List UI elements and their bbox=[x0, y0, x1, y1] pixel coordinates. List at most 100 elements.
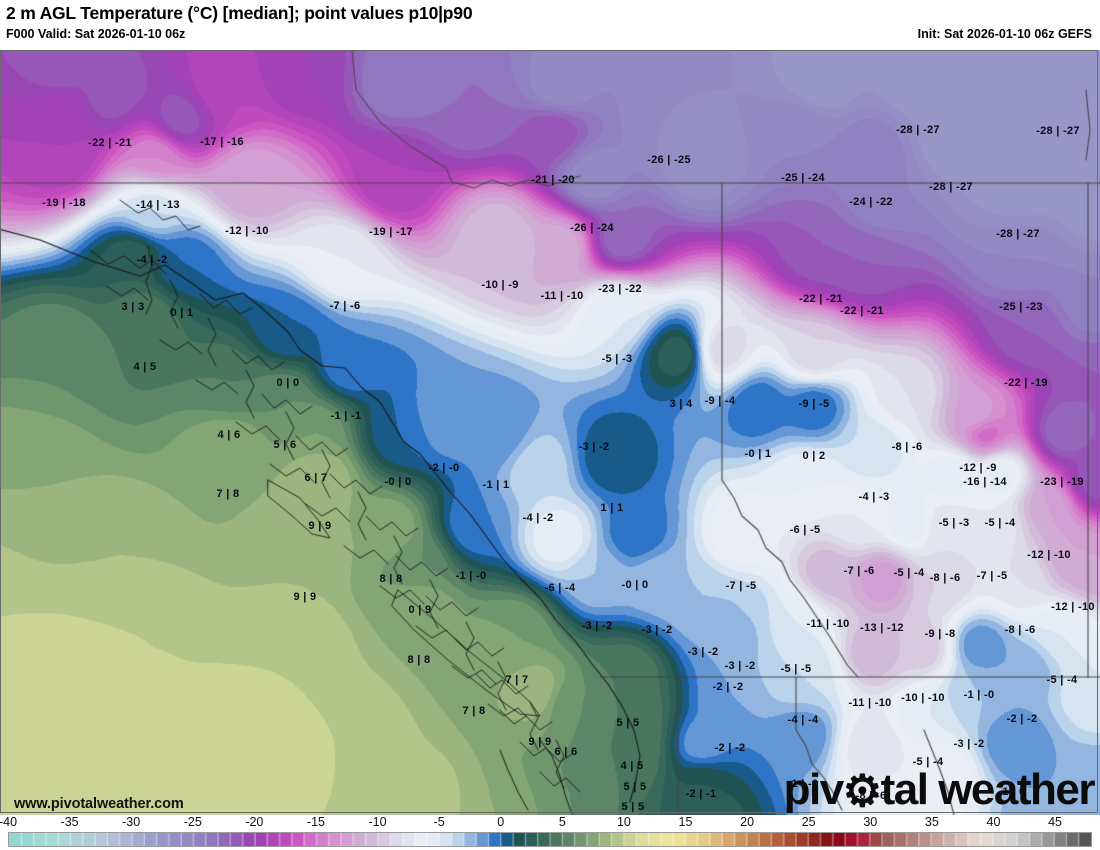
colorbar-tick: -5 bbox=[433, 815, 445, 829]
page-title: 2 m AGL Temperature (°C) [median]; point… bbox=[6, 3, 473, 23]
point-value-label: -9 | -8 bbox=[924, 628, 956, 640]
point-value-label: -6 | -5 bbox=[789, 524, 821, 536]
colorbar-tick: 20 bbox=[740, 815, 755, 829]
point-value-label: 3 | 4 bbox=[669, 398, 693, 410]
point-value-label: -5 | -3 bbox=[938, 517, 970, 529]
point-value-label: 8 | 8 bbox=[379, 573, 403, 585]
point-value-label: -24 | -22 bbox=[849, 196, 893, 208]
colorbar-tick: 15 bbox=[678, 815, 693, 829]
point-value-label: -9 | -4 bbox=[704, 395, 736, 407]
point-value-label: -6 | -4 bbox=[544, 582, 576, 594]
point-value-label: 0 | 9 bbox=[408, 604, 432, 616]
temperature-field-canvas[interactable] bbox=[0, 50, 1100, 815]
pivotal-weather-logo: piv⚙tal weather bbox=[784, 765, 1096, 816]
colorbar-tick: 25 bbox=[801, 815, 816, 829]
point-value-label: -10 | -9 bbox=[481, 279, 519, 291]
point-value-label: -25 | -24 bbox=[781, 172, 825, 184]
point-value-label: -28 | -27 bbox=[896, 124, 940, 136]
point-value-label: -17 | -16 bbox=[200, 136, 244, 148]
point-value-label: -3 | -2 bbox=[687, 646, 719, 658]
point-value-label: 9 | 9 bbox=[528, 736, 552, 748]
valid-time-label: F000 Valid: Sat 2026-01-10 06z bbox=[6, 27, 186, 41]
point-value-label: -9 | -5 bbox=[798, 398, 830, 410]
point-value-label: 0 | 1 bbox=[170, 307, 194, 319]
point-value-label: -4 | -2 bbox=[136, 254, 168, 266]
point-value-label: 5 | 5 bbox=[621, 801, 645, 813]
point-value-label: -3 | -2 bbox=[953, 738, 985, 750]
point-value-label: -21 | -20 bbox=[531, 174, 575, 186]
point-value-label: -26 | -25 bbox=[647, 154, 691, 166]
point-value-label: -2 | -1 bbox=[685, 788, 717, 800]
point-value-label: -1 | -0 bbox=[963, 689, 995, 701]
point-value-label: -2 | -2 bbox=[714, 742, 746, 754]
point-value-label: -5 | -4 bbox=[893, 567, 925, 579]
point-value-label: 0 | 0 bbox=[276, 377, 300, 389]
point-value-label: -5 | -4 bbox=[984, 517, 1016, 529]
point-value-label: -11 | -10 bbox=[540, 290, 584, 302]
colorbar-tick: 30 bbox=[863, 815, 878, 829]
point-value-label: -1 | -0 bbox=[787, 778, 819, 790]
point-value-label: -5 | -4 bbox=[1046, 674, 1078, 686]
point-value-label: -1 | 0 bbox=[998, 786, 1026, 798]
colorbar-tick: -15 bbox=[306, 815, 325, 829]
point-value-label: -28 | -27 bbox=[929, 181, 973, 193]
point-value-label: -5 | -5 bbox=[780, 663, 812, 675]
point-value-label: 5 | 6 bbox=[273, 439, 297, 451]
colorbar-tick: -10 bbox=[368, 815, 387, 829]
colorbar-tick: 35 bbox=[924, 815, 939, 829]
point-value-label: -22 | -21 bbox=[88, 137, 132, 149]
colorbar-tick: 5 bbox=[558, 815, 566, 829]
point-value-label: -7 | -5 bbox=[976, 570, 1008, 582]
point-value-label: -14 | -13 bbox=[136, 199, 180, 211]
colorbar-tick: -25 bbox=[183, 815, 202, 829]
colorbar-tick: 40 bbox=[986, 815, 1001, 829]
point-value-label: -0 | 1 bbox=[744, 448, 772, 460]
map-viewport[interactable]: -22 | -21 -17 | -16 -28 | -27 -28 | -27 -26 … bbox=[0, 50, 1100, 815]
point-value-label: -4 | -3 bbox=[858, 491, 890, 503]
point-value-label: 6 | 6 bbox=[554, 746, 578, 758]
point-value-label: -13 | -12 bbox=[860, 622, 904, 634]
point-value-label: 5 | 5 bbox=[616, 717, 640, 729]
point-value-label: -5 | -4 bbox=[912, 756, 944, 768]
point-value-label: -3 | -2 bbox=[581, 620, 613, 632]
point-value-label: -2 | -2 bbox=[1006, 713, 1038, 725]
point-value-label: -26 | -24 bbox=[570, 222, 614, 234]
point-value-label: -10 | -10 bbox=[901, 692, 945, 704]
point-value-label: -19 | -17 bbox=[369, 226, 413, 238]
init-time-label: Init: Sat 2026-01-10 06z GEFS bbox=[917, 27, 1092, 41]
colorbar-tick: -30 bbox=[122, 815, 141, 829]
colorbar-tick: 45 bbox=[1048, 815, 1062, 829]
point-value-label: 6 | 7 bbox=[304, 472, 328, 484]
point-value-label: -7 | -6 bbox=[843, 565, 875, 577]
point-value-label: 9 | 9 bbox=[308, 520, 332, 532]
point-value-label: 7 | 8 bbox=[462, 705, 486, 717]
point-value-label: -1 | 1 bbox=[482, 479, 510, 491]
point-value-label: -3 | -2 bbox=[578, 441, 610, 453]
point-value-label: -16 | -14 bbox=[963, 476, 1007, 488]
point-value-label: 7 | 7 bbox=[505, 674, 529, 686]
colorbar-tick-labels: -40 -35 -30 -25 -20 -15 -10 -5 0 5 10 15 20 25 30 35 40 4… bbox=[0, 815, 1100, 831]
point-value-label: -22 | -21 bbox=[840, 305, 884, 317]
colorbar-tick: -35 bbox=[60, 815, 79, 829]
point-value-label: 0 | 2 bbox=[802, 450, 826, 462]
point-value-label: -2 | -0 bbox=[428, 462, 460, 474]
point-value-label: -19 | -18 bbox=[42, 197, 86, 209]
point-value-label: -7 | -5 bbox=[725, 580, 757, 592]
colorbar-tick: -20 bbox=[245, 815, 264, 829]
point-value-label: -4 | -4 bbox=[787, 714, 819, 726]
logo-text-after: tal weather bbox=[880, 765, 1096, 814]
point-value-label: -3 | -2 bbox=[724, 660, 756, 672]
colorbar-tick: 10 bbox=[616, 815, 631, 829]
point-value-label: -3 | -2 bbox=[641, 624, 673, 636]
point-value-label: -2 | -2 bbox=[712, 681, 744, 693]
point-value-label: -0 | 0 bbox=[384, 476, 412, 488]
gear-icon: ⚙ bbox=[842, 767, 882, 816]
point-value-label: -25 | -23 bbox=[999, 301, 1043, 313]
point-value-label: 1 | 1 bbox=[600, 502, 624, 514]
point-value-label: -28 | -27 bbox=[996, 228, 1040, 240]
point-value-label: 8 | 8 bbox=[407, 654, 431, 666]
colorbar-tick: 0 bbox=[497, 815, 505, 829]
point-value-label: -4 | -2 bbox=[522, 512, 554, 524]
point-value-label: -12 | -10 bbox=[1027, 549, 1071, 561]
